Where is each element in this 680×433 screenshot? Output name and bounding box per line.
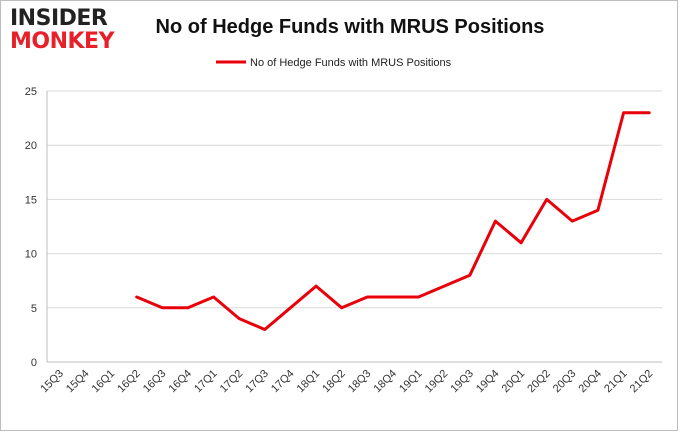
x-tick-label-17Q2: 17Q2 (218, 368, 246, 396)
x-tick-label-15Q3: 15Q3 (38, 368, 66, 396)
series-line-0 (135, 111, 651, 331)
x-tick-label-17Q1: 17Q1 (192, 368, 220, 396)
x-tick-label-16Q3: 16Q3 (141, 368, 169, 396)
y-tick-label-0: 0 (31, 357, 37, 369)
y-tick-label-10: 10 (25, 249, 37, 261)
x-tick-label-18Q3: 18Q3 (346, 368, 374, 396)
x-tick-label-20Q3: 20Q3 (551, 368, 579, 396)
x-tick-label-15Q4: 15Q4 (64, 368, 92, 396)
y-tick-labels: 0 5 10 15 20 25 (25, 86, 37, 369)
x-tick-label-18Q2: 18Q2 (320, 368, 348, 396)
legend: No of Hedge Funds with MRUS Positions (216, 57, 452, 69)
x-tick-label-16Q1: 16Q1 (90, 368, 118, 396)
gridlines (47, 90, 662, 309)
x-tick-label-18Q4: 18Q4 (372, 368, 400, 396)
y-tick-label-5: 5 (31, 303, 37, 315)
x-tick-label-17Q4: 17Q4 (269, 368, 297, 396)
logo-line-2: MONKEY (10, 29, 115, 54)
axes (46, 91, 662, 363)
x-tick-label-18Q1: 18Q1 (295, 368, 323, 396)
x-tick-label-17Q3: 17Q3 (243, 368, 271, 396)
x-tick-label-16Q2: 16Q2 (115, 368, 143, 396)
x-tick-label-16Q4: 16Q4 (167, 368, 195, 396)
y-tick-label-20: 20 (25, 140, 37, 152)
x-tick-labels: 15Q315Q416Q116Q216Q316Q417Q117Q217Q317Q4… (38, 368, 655, 396)
x-tick-label-20Q2: 20Q2 (525, 368, 553, 396)
legend-label-0: No of Hedge Funds with MRUS Positions (250, 57, 452, 69)
x-tick-label-19Q3: 19Q3 (448, 368, 476, 396)
x-tick-label-21Q1: 21Q1 (602, 368, 630, 396)
insider-monkey-logo: INSIDER MONKEY (10, 8, 128, 53)
x-tick-label-21Q2: 21Q2 (628, 368, 656, 396)
x-tick-label-20Q4: 20Q4 (577, 368, 605, 396)
x-tick-label-20Q1: 20Q1 (500, 368, 528, 396)
y-tick-label-25: 25 (25, 86, 37, 98)
x-tick-label-19Q4: 19Q4 (474, 368, 502, 396)
logo-line-1: INSIDER (10, 6, 108, 31)
x-tick-label-19Q2: 19Q2 (423, 368, 451, 396)
series-lines (135, 111, 651, 331)
chart-title: No of Hedge Funds with MRUS Positions (155, 16, 545, 38)
y-tick-label-15: 15 (25, 194, 37, 206)
x-tick-label-19Q1: 19Q1 (397, 368, 425, 396)
